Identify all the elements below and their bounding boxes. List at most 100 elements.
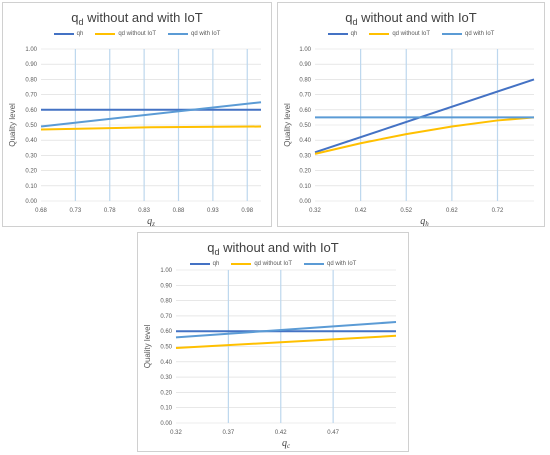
legend-swatch-qd-without-iot [369, 33, 390, 35]
chart-panel-2: qd without and with IoT qh qd without Io… [277, 2, 545, 227]
y-tick-label: 0.70 [160, 314, 172, 320]
y-tick-label: 1.00 [25, 47, 37, 53]
y-axis-label: Quality level [8, 103, 17, 147]
x-tick-label: 0.47 [327, 430, 339, 436]
title-main: q [345, 10, 353, 25]
series-line-qd-without-iot [314, 116, 535, 155]
x-axis-label-main: q [420, 216, 425, 226]
x-tick-label: 0.52 [400, 208, 412, 214]
x-tick-label: 0.78 [104, 208, 116, 214]
y-tick-label: 1.00 [160, 268, 172, 274]
y-tick-label: 0.40 [25, 138, 37, 144]
x-tick-label: 0.32 [170, 430, 182, 436]
chart-plot: 0.00 0.10 0.20 0.30 0.40 0.50 0.60 0.70 0.80 0.90… [8, 47, 262, 226]
legend-swatch-qd-without-iot [231, 263, 252, 265]
y-tick-label: 0.00 [25, 199, 37, 205]
legend-label: qd with IoT [191, 31, 221, 37]
y-tick-label: 0.50 [160, 345, 172, 351]
legend-item-qh: qh [189, 261, 220, 267]
x-tick-label: 0.98 [241, 208, 253, 214]
x-tick-label: 0.42 [355, 208, 367, 214]
chart-panel-3: qd without and with IoT qh qd without Io… [137, 232, 409, 452]
chart-title: qd without and with IoT [278, 10, 544, 27]
legend-label: qd with IoT [327, 261, 357, 267]
y-tick-label: 0.10 [299, 184, 311, 190]
y-tick-label: 0.90 [299, 62, 311, 68]
legend-swatch-qh [53, 33, 74, 35]
x-axis-label-main: q [147, 216, 152, 226]
x-tick-label: 0.37 [223, 430, 235, 436]
legend-swatch-qd-without-iot [95, 33, 116, 35]
title-rest: without and with IoT [83, 10, 203, 25]
legend-swatch-qd-with-iot [442, 33, 462, 35]
series-line-qd-without-iot [40, 125, 262, 131]
title-main: q [207, 240, 215, 255]
x-tick-label: 0.88 [173, 208, 185, 214]
legend-item-qd-without-iot: qd without IoT [369, 31, 430, 37]
legend-item-qh: qh [53, 31, 84, 37]
chart-title: qd without and with IoT [3, 10, 271, 27]
y-tick-label: 0.10 [25, 184, 37, 190]
x-axis-label-sub: h [425, 220, 429, 226]
legend-swatch-qh [327, 33, 348, 35]
x-tick-label: 0.83 [138, 208, 150, 214]
series-line-qd-with-iot [175, 321, 397, 339]
y-tick-label: 0.00 [299, 199, 311, 205]
legend-swatch-qh [189, 263, 210, 265]
x-tick-label: 0.42 [275, 430, 287, 436]
legend-label: qh [350, 31, 358, 37]
x-tick-label: 0.73 [70, 208, 82, 214]
chart-plot: 0.00 0.10 0.20 0.30 0.40 0.50 0.60 0.70 0.80 0.90… [143, 268, 397, 450]
legend-label: qd without IoT [254, 261, 292, 267]
y-tick-label: 0.60 [299, 108, 311, 114]
y-tick-label: 0.10 [160, 406, 172, 412]
legend-label: qd without IoT [392, 31, 430, 37]
y-axis-label: Quality level [143, 324, 152, 368]
title-main: q [71, 10, 79, 25]
legend-item-qd-with-iot: qd with IoT [304, 261, 356, 267]
y-axis-label: Quality level [283, 103, 292, 147]
y-tick-label: 0.20 [160, 390, 172, 396]
title-subscript: d [352, 17, 358, 27]
title-rest: without and with IoT [219, 240, 339, 255]
y-tick-label: 0.40 [160, 360, 172, 366]
y-tick-label: 0.20 [299, 169, 311, 175]
title-subscript: d [78, 17, 84, 27]
chart-panel-1: qd without and with IoT qh qd without Io… [2, 2, 272, 227]
legend-item-qd-with-iot: qd with IoT [168, 31, 220, 37]
y-tick-label: 0.70 [25, 93, 37, 99]
x-tick-label: 0.32 [309, 208, 321, 214]
y-tick-label: 0.30 [25, 153, 37, 159]
y-tick-label: 0.50 [299, 123, 311, 129]
x-axis-label: qc [282, 438, 291, 450]
x-axis-label-sub: c [287, 442, 291, 450]
x-axis-label-sub: z [151, 220, 155, 226]
x-axis-label: qh [420, 216, 429, 226]
x-tick-label: 0.68 [35, 208, 47, 214]
y-tick-label: 0.00 [160, 421, 172, 427]
chart-legend: qh qd without IoT qd with IoT [138, 261, 408, 267]
x-tick-label: 0.72 [492, 208, 504, 214]
y-tick-label: 0.90 [160, 283, 172, 289]
legend-label: qd with IoT [465, 31, 495, 37]
title-subscript: d [214, 247, 220, 257]
y-tick-label: 0.30 [160, 375, 172, 381]
y-tick-label: 0.30 [299, 153, 311, 159]
legend-label: qh [76, 31, 84, 37]
chart-plot: 0.00 0.10 0.20 0.30 0.40 0.50 0.60 0.70 0.80 0.90… [283, 47, 535, 226]
x-axis-label-main: q [282, 438, 287, 449]
y-tick-label: 0.60 [25, 108, 37, 114]
y-tick-label: 1.00 [299, 47, 311, 53]
legend-swatch-qd-with-iot [168, 33, 188, 35]
legend-item-qd-without-iot: qd without IoT [231, 261, 292, 267]
series-line-qd-with-iot [40, 101, 262, 128]
y-tick-label: 0.40 [299, 138, 311, 144]
legend-label: qd without IoT [118, 31, 156, 37]
chart-title: qd without and with IoT [138, 240, 408, 257]
x-axis-label: qz [147, 216, 155, 226]
legend-label: qh [212, 261, 220, 267]
x-tick-label: 0.62 [446, 208, 458, 214]
chart-legend: qh qd without IoT qd with IoT [3, 31, 271, 37]
y-tick-label: 0.90 [25, 62, 37, 68]
y-tick-label: 0.80 [160, 299, 172, 305]
